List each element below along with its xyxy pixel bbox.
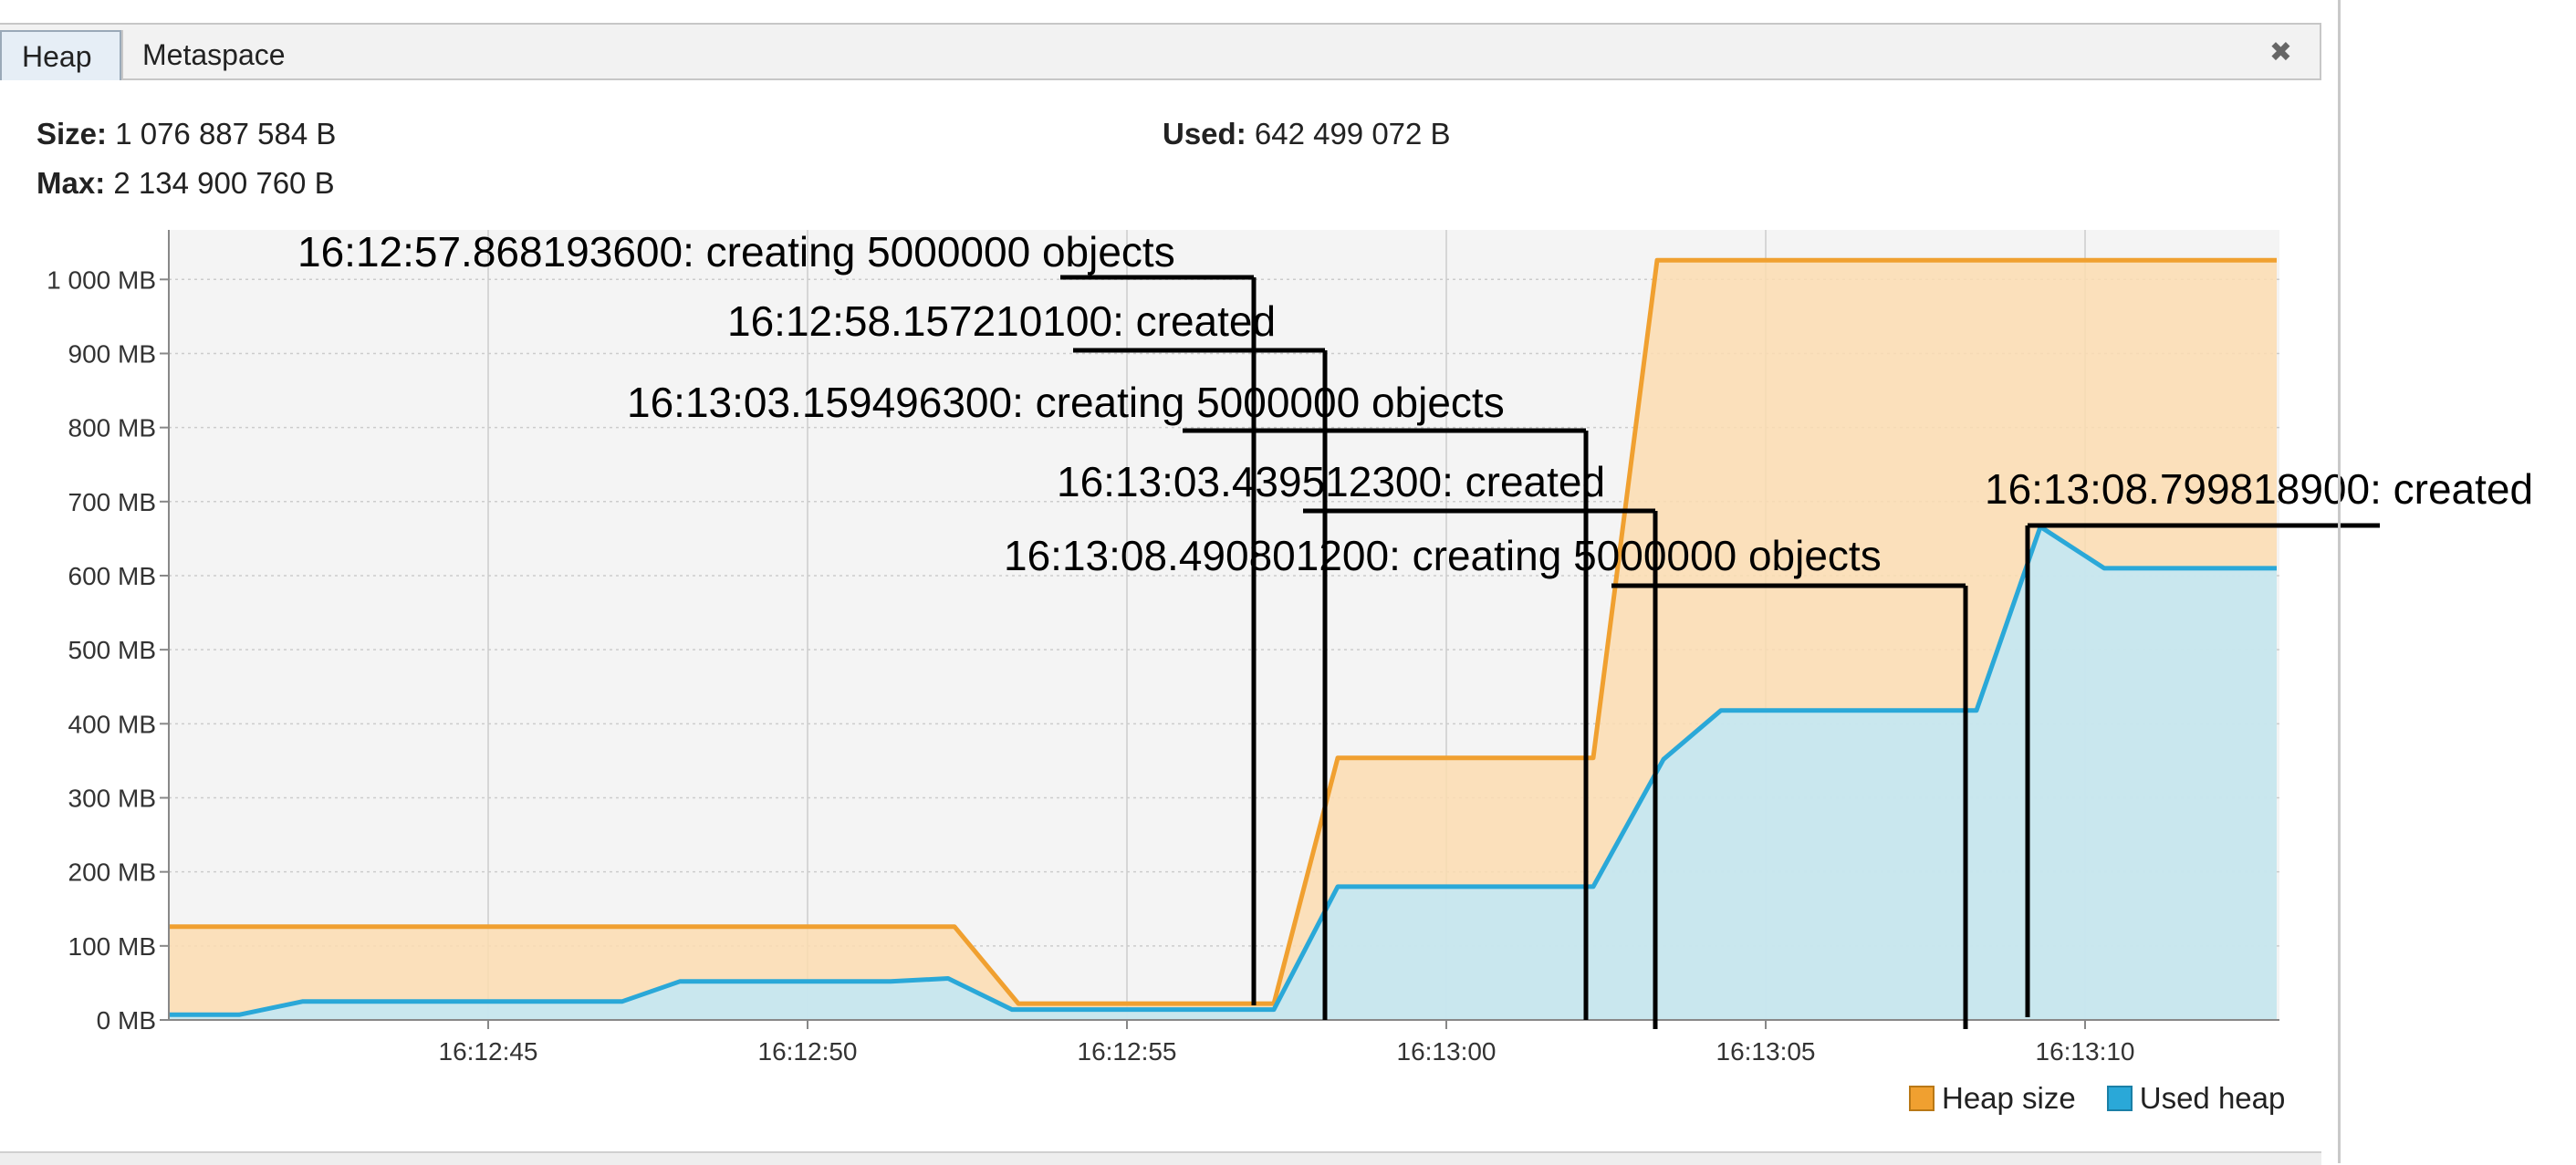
x-tick-label: 16:12:45 xyxy=(439,1037,538,1066)
legend-heap-size: Heap size xyxy=(1942,1081,2076,1115)
legend-used-heap: Used heap xyxy=(2139,1081,2286,1115)
x-tick-label: 16:13:05 xyxy=(1716,1037,1816,1066)
annotation-label: 16:12:57.868193600: creating 5000000 obj… xyxy=(297,228,1175,276)
annotation-label: 16:13:03.439512300: created xyxy=(1057,458,1605,505)
x-tick-label: 16:13:00 xyxy=(1397,1037,1497,1066)
used-heap-swatch xyxy=(2106,1086,2133,1111)
window-edge xyxy=(2338,0,2341,1163)
bottom-bar xyxy=(0,1151,2321,1165)
tab-heap[interactable]: Heap xyxy=(0,30,121,80)
used-value: 642 499 072 B xyxy=(1254,117,1451,151)
used-heap-line xyxy=(169,524,2277,1017)
y-tick-label: 800 MB xyxy=(68,414,157,442)
x-tick-label: 16:13:10 xyxy=(2036,1037,2135,1066)
y-tick-label: 400 MB xyxy=(68,710,157,738)
x-tick-label: 16:12:50 xyxy=(758,1037,858,1066)
max-value: 2 134 900 760 B xyxy=(113,166,335,200)
y-tick-label: 1 000 MB xyxy=(47,265,156,294)
size-stat: Size: 1 076 887 584 B xyxy=(37,117,336,151)
heap-size-swatch xyxy=(1909,1086,1935,1111)
size-label: Size: xyxy=(37,117,108,151)
used-heap-area xyxy=(169,526,2277,1020)
tab-bar: Heap Metaspace ✖ xyxy=(0,23,2321,80)
y-tick-label: 0 MB xyxy=(97,1006,156,1035)
y-tick-label: 100 MB xyxy=(68,932,157,961)
y-tick-label: 900 MB xyxy=(68,339,157,368)
annotation-label: 16:13:08.799818900: created xyxy=(1985,465,2533,513)
legend: Heap size Used heap xyxy=(1909,1081,2285,1116)
heap-size-line xyxy=(169,257,2277,1006)
close-icon[interactable]: ✖ xyxy=(2268,37,2292,68)
y-tick-label: 500 MB xyxy=(68,636,157,664)
used-stat: Used: 642 499 072 B xyxy=(1163,117,1451,151)
max-label: Max: xyxy=(37,166,106,200)
y-tick-label: 600 MB xyxy=(68,562,157,590)
annotation-label: 16:13:08.490801200: creating 5000000 obj… xyxy=(1004,532,1882,579)
tab-metaspace[interactable]: Metaspace xyxy=(142,38,286,71)
max-stat: Max: 2 134 900 760 B xyxy=(37,166,335,201)
used-label: Used: xyxy=(1163,117,1246,151)
annotation-label: 16:12:58.157210100: created xyxy=(727,297,1276,345)
x-tick-label: 16:12:55 xyxy=(1078,1037,1177,1066)
tab-separator xyxy=(121,30,123,80)
y-tick-label: 300 MB xyxy=(68,784,157,812)
y-tick-label: 700 MB xyxy=(68,488,157,516)
annotation-label: 16:13:03.159496300: creating 5000000 obj… xyxy=(627,379,1505,426)
y-tick-label: 200 MB xyxy=(68,858,157,887)
size-value: 1 076 887 584 B xyxy=(115,117,337,151)
